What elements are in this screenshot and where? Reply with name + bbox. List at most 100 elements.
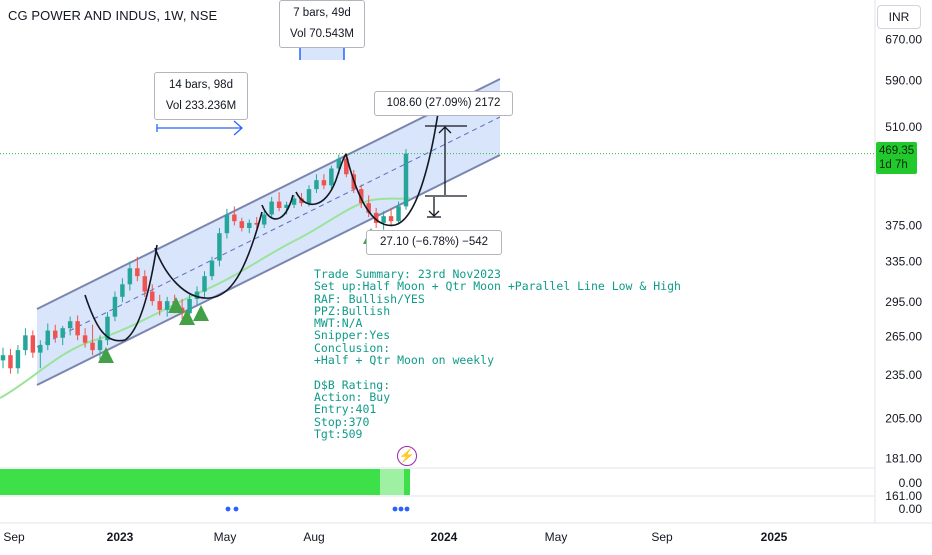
time-tick-label: May <box>545 530 568 544</box>
candle-body <box>105 316 110 341</box>
candle-body <box>157 301 162 310</box>
price-tick-label: 295.00 <box>885 295 922 309</box>
left-range-label: 14 bars, 98d Vol 233.236M <box>154 72 248 120</box>
trade-summary-line: MWT:N/A <box>314 316 363 331</box>
qtr-moon-2 <box>295 153 347 206</box>
candle-body <box>150 291 155 302</box>
ma-curve <box>0 197 411 399</box>
measure-up-head <box>438 126 452 134</box>
candle-body <box>23 335 28 351</box>
down-move-label: 27.10 (−6.78%) −542 <box>366 230 502 255</box>
trade-summary-note[interactable]: Trade Summary: 23rd Nov2023 Set up:Half M… <box>314 268 681 440</box>
price-axis[interactable]: 670.00 590.00 510.00 375.00 335.00 295.00 265.… <box>874 0 923 523</box>
candle-body <box>344 158 349 175</box>
candle-body <box>329 168 334 186</box>
candle-body <box>321 180 327 186</box>
top-range-box <box>300 44 344 60</box>
left-range-volume: Vol 233.236M <box>165 100 237 112</box>
candle-body <box>30 335 36 353</box>
candle-body <box>112 296 118 317</box>
parallel-channel[interactable] <box>36 44 501 386</box>
channel-fill <box>37 79 500 385</box>
signal-dot <box>225 506 231 512</box>
candle-body <box>142 276 148 292</box>
time-tick-label: Sep <box>3 530 25 544</box>
candle-body <box>60 328 65 338</box>
lightning-icon[interactable]: ⚡ <box>397 446 417 466</box>
candle-body <box>261 214 267 225</box>
signal-dot <box>392 506 398 512</box>
indicator-bar-light <box>380 469 404 495</box>
candle-body <box>15 350 21 369</box>
triangle-marker <box>193 305 209 321</box>
candle-body <box>67 321 73 329</box>
price-tick-label: 510.00 <box>885 120 922 134</box>
price-tick-label: 335.00 <box>885 255 922 269</box>
price-tick-label: 235.00 <box>885 368 922 382</box>
candle-body <box>403 153 409 207</box>
candle-body <box>276 201 282 208</box>
candle-body <box>269 201 274 215</box>
last-price-tag: 469.35 1d 7h <box>876 142 917 174</box>
candle-body <box>358 189 364 204</box>
trade-summary-line: Set up:Half Moon + Qtr Moon +Parallel Li… <box>314 279 681 294</box>
time-tick-label: Aug <box>303 530 324 544</box>
top-range-bars: 7 bars, 49d <box>293 7 351 19</box>
candle-body <box>314 180 319 190</box>
candle-body <box>0 355 6 361</box>
indicator-bar <box>0 469 380 495</box>
price-tick-label: 375.00 <box>885 218 922 232</box>
candle-body <box>164 301 170 310</box>
candle-body <box>120 284 125 297</box>
candle-body <box>217 233 222 261</box>
price-tick-label: 161.00 <box>885 489 922 503</box>
triangle-marker <box>179 309 195 325</box>
time-tick-label: 2025 <box>761 530 788 544</box>
trade-summary-line: Entry:401 <box>314 402 377 417</box>
indicator-tick-label: 0.00 <box>899 476 923 490</box>
candle-body <box>306 189 312 204</box>
candle-body <box>127 268 133 285</box>
candle-body <box>336 158 342 169</box>
half-moon-2 <box>154 211 263 299</box>
channel-lower-line <box>36 154 501 386</box>
candle-body <box>82 335 88 343</box>
top-range-volume: Vol 70.543M <box>290 28 354 40</box>
candle-body <box>202 276 207 292</box>
trade-summary-line: Conclusion: <box>314 340 391 355</box>
up-move-label: 108.60 (27.09%) 2172 <box>374 91 513 116</box>
trade-summary-line: Trade Summary: 23rd Nov2023 <box>314 267 501 281</box>
candle-body <box>373 212 379 223</box>
symbol-title[interactable]: CG POWER AND INDUS, 1W, NSE <box>8 8 218 23</box>
indicator-bar-end <box>404 469 410 495</box>
trade-summary-line: Stop:370 <box>314 414 370 429</box>
candle-body <box>254 222 259 225</box>
candle-body <box>187 298 192 314</box>
candle-body <box>75 321 80 336</box>
time-axis[interactable]: Sep 2023 May Aug 2024 May Sep 2025 <box>3 530 787 544</box>
bar-countdown: 1d 7h <box>879 159 908 171</box>
candle-body <box>194 291 200 299</box>
candle-body <box>239 221 245 228</box>
trade-summary-line: D$B Rating: <box>314 377 391 392</box>
price-tick-label: 181.00 <box>885 452 922 466</box>
triangle-marker <box>168 297 184 313</box>
trade-summary-line: Snipper:Yes <box>314 328 391 343</box>
candle-body <box>45 330 51 346</box>
candle-body <box>366 203 371 213</box>
price-tick-label: 265.00 <box>885 330 922 344</box>
moving-average-line <box>0 197 411 399</box>
half-moon-1 <box>84 244 158 342</box>
time-tick-label: May <box>214 530 237 544</box>
candle-body <box>396 206 401 222</box>
channel-upper-line <box>36 78 501 310</box>
trade-summary-line: +Half + Qtr Moon on weekly <box>314 353 495 368</box>
last-price-value: 469.35 <box>879 145 915 157</box>
indicator-pane <box>0 467 932 524</box>
trade-summary-line: Action: Buy <box>314 389 391 404</box>
candle-body <box>388 216 394 222</box>
currency-button[interactable]: INR <box>877 5 921 29</box>
candles <box>0 149 409 374</box>
